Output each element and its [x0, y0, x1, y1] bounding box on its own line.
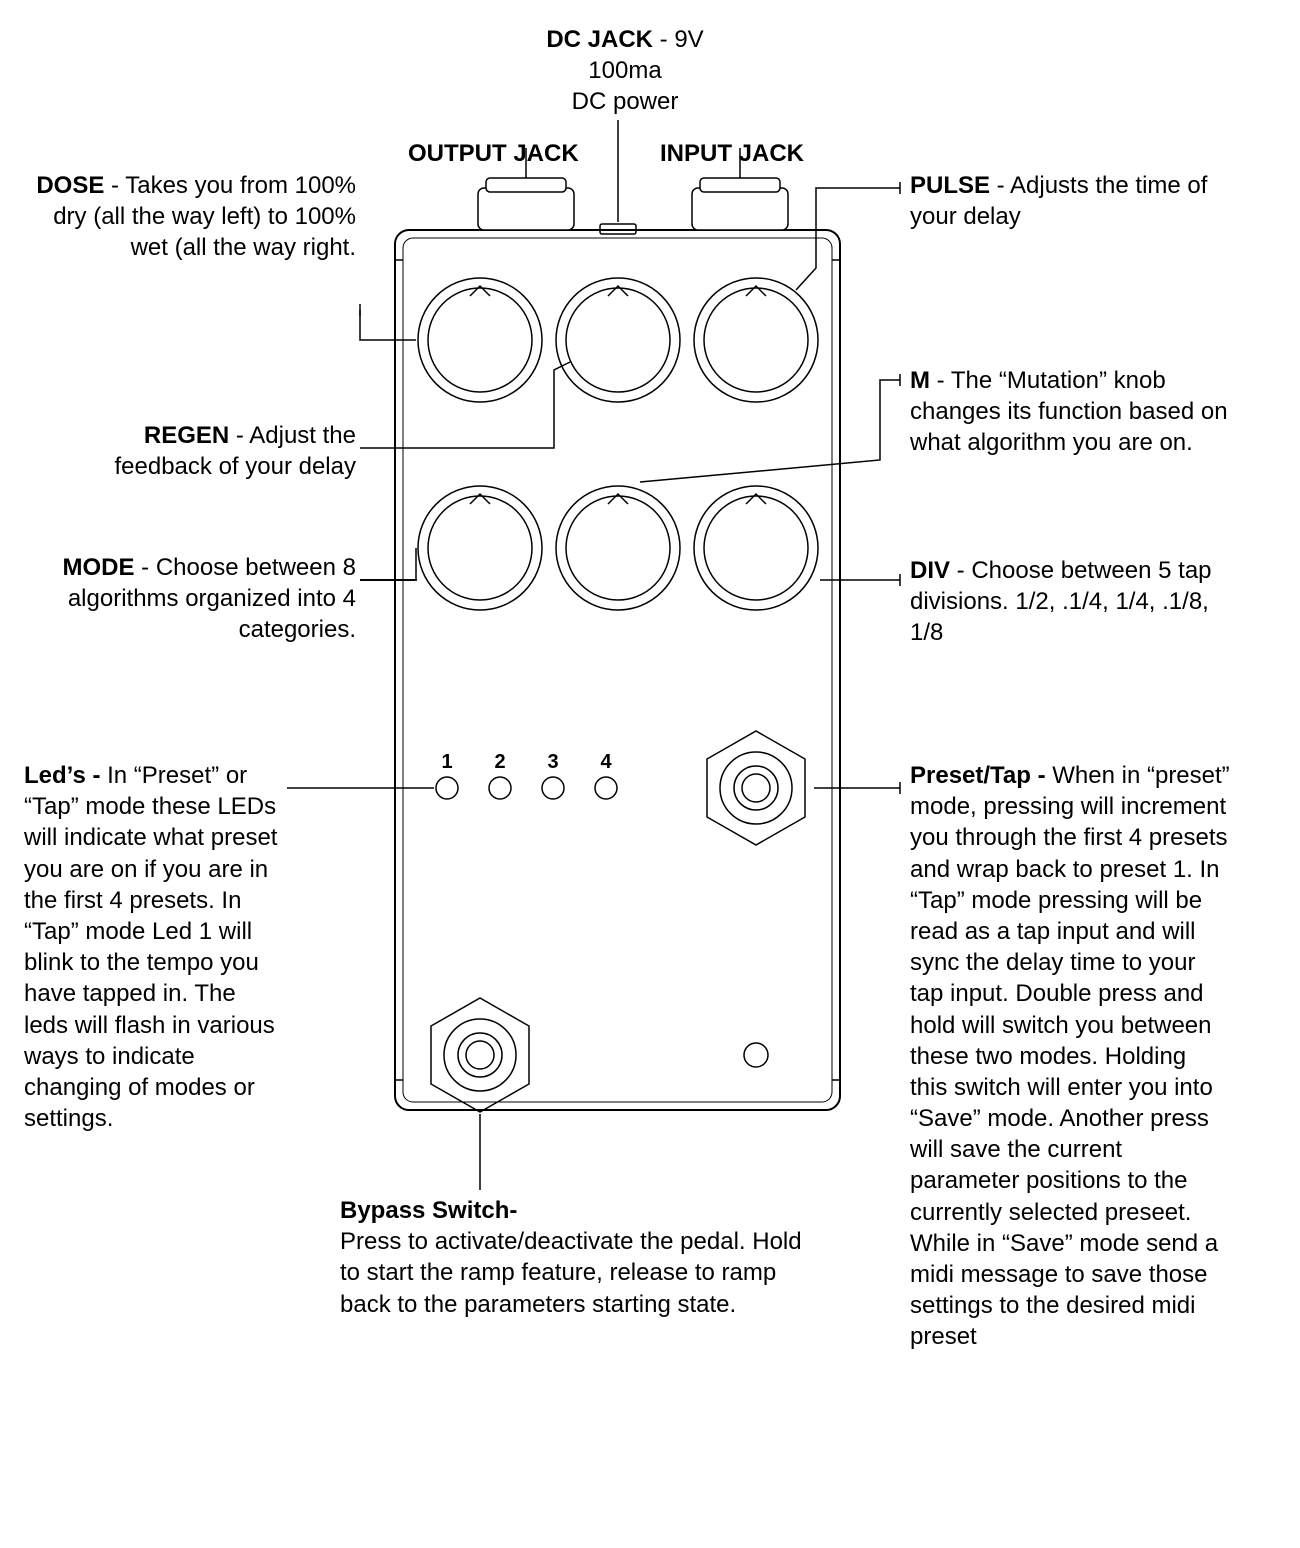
mode-label: MODE - Choose between 8 algorithms organ…	[20, 552, 356, 646]
pulse-label: PULSE - Adjusts the time of your delay	[910, 170, 1230, 232]
preset-tap-switch	[707, 731, 805, 845]
div-label: DIV - Choose between 5 tap divisions. 1/…	[910, 555, 1230, 649]
leds-label: Led’s - In “Preset” or “Tap” mode these …	[24, 760, 282, 1134]
status-led	[744, 1043, 768, 1067]
knob-mode	[418, 486, 542, 610]
output-jack-label: OUTPUT JACK	[408, 140, 579, 168]
knob-regen	[556, 278, 680, 402]
knob-pulse	[694, 278, 818, 402]
preset-leds	[436, 777, 617, 799]
svg-text:4: 4	[600, 751, 612, 773]
led-numbers: 1 2 3 4	[441, 751, 612, 773]
regen-label: REGEN - Adjust the feedback of your dela…	[60, 420, 356, 482]
knob-div	[694, 486, 818, 610]
input-jack-label: INPUT JACK	[660, 140, 804, 168]
svg-text:1: 1	[441, 751, 452, 773]
dc-jack-label: DC JACK - 9V 100ma DC power	[520, 24, 730, 118]
output-jack	[478, 168, 574, 230]
preset-tap-label: Preset/Tap - When in “preset” mode, pres…	[910, 760, 1230, 1353]
svg-text:3: 3	[547, 751, 558, 773]
bypass-switch	[431, 998, 529, 1112]
dose-label: DOSE - Takes you from 100% dry (all the …	[30, 170, 356, 264]
m-label: M - The “Mutation” knob changes its func…	[910, 365, 1230, 459]
knob-dose	[418, 278, 542, 402]
knob-m	[556, 486, 680, 610]
input-jack	[692, 168, 788, 230]
bypass-label: Bypass Switch- Press to activate/deactiv…	[340, 1195, 810, 1320]
svg-text:2: 2	[494, 751, 505, 773]
